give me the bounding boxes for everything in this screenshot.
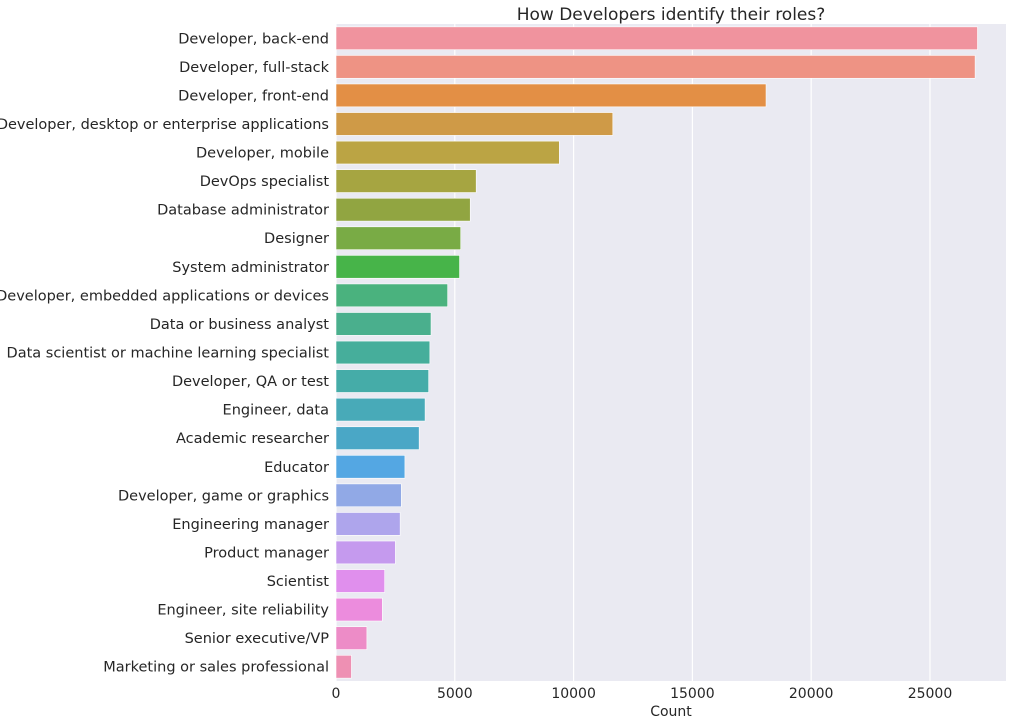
x-tick-label: 25000 — [908, 686, 953, 702]
category-label: Developer, mobile — [196, 146, 329, 162]
category-label: System administrator — [172, 260, 329, 276]
bar — [335, 512, 401, 536]
bar — [335, 169, 477, 193]
category-label: Product manager — [204, 545, 329, 561]
bar — [335, 140, 560, 165]
bars — [335, 26, 978, 679]
category-label: Developer, embedded applications or devi… — [0, 288, 329, 304]
category-label: DevOps specialist — [200, 174, 330, 190]
x-tick-label: 5000 — [437, 686, 473, 702]
x-axis-title: Count — [650, 704, 692, 720]
category-label: Marketing or sales professional — [103, 660, 329, 676]
bar — [335, 597, 383, 622]
category-label: Educator — [264, 460, 329, 476]
x-tick-label: 20000 — [789, 686, 834, 702]
x-tick-labels: 0 5000 10000 15000 20000 25000 — [332, 686, 953, 702]
category-label: Designer — [264, 231, 329, 247]
bar — [335, 540, 396, 565]
bar — [335, 483, 402, 508]
bar — [335, 83, 767, 108]
x-tick-label: 15000 — [670, 686, 715, 702]
chart-title: How Developers identify their roles? — [517, 5, 826, 25]
bar — [335, 369, 429, 393]
bar — [335, 397, 426, 422]
category-label: Senior executive/VP — [185, 631, 330, 647]
bar — [335, 255, 460, 279]
bar — [335, 197, 471, 222]
category-label: Developer, full-stack — [179, 60, 329, 76]
bar — [335, 26, 978, 51]
category-labels: Developer, back-end Developer, full-stack… — [0, 31, 330, 675]
bar — [335, 112, 614, 136]
bar — [335, 312, 432, 336]
category-label: Engineer, site reliability — [157, 603, 329, 619]
bar — [335, 55, 976, 79]
bar — [335, 340, 431, 365]
category-label: Developer, desktop or enterprise applica… — [0, 117, 329, 133]
bar — [335, 426, 420, 450]
bar — [335, 455, 406, 479]
category-label: Developer, back-end — [178, 31, 329, 47]
bar — [335, 226, 462, 250]
x-tick-label: 10000 — [551, 686, 596, 702]
bar — [335, 626, 368, 650]
bar — [335, 569, 386, 593]
category-label: Engineering manager — [172, 517, 329, 533]
category-label: Developer, game or graphics — [118, 488, 329, 504]
category-label: Database administrator — [157, 203, 329, 219]
category-label: Academic researcher — [176, 431, 329, 447]
category-label: Engineer, data — [223, 403, 329, 419]
category-label: Data or business analyst — [150, 317, 330, 333]
category-label: Scientist — [267, 574, 330, 590]
bar — [335, 654, 352, 679]
category-label: Data scientist or machine learning speci… — [7, 346, 330, 362]
category-label: Developer, QA or test — [172, 374, 329, 390]
bar — [335, 283, 448, 308]
category-label: Developer, front-end — [178, 88, 329, 104]
x-tick-label: 0 — [332, 686, 341, 702]
